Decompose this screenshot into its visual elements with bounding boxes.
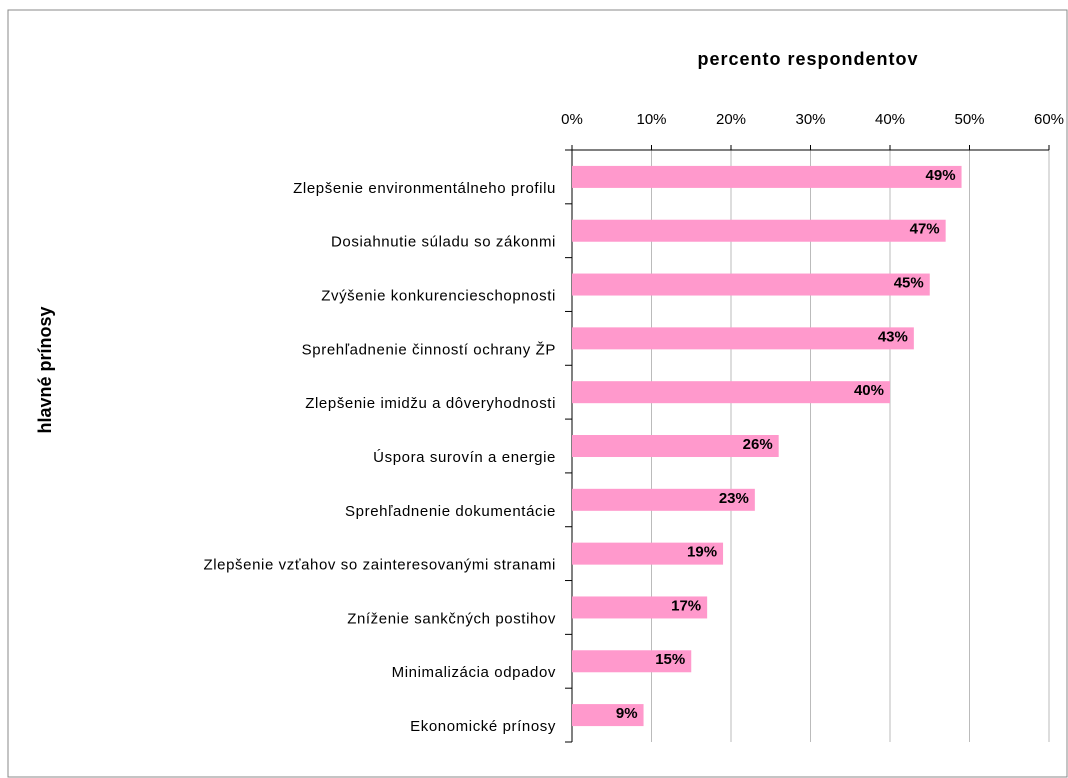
bar — [572, 165, 962, 188]
bar — [572, 542, 724, 565]
y-tick-label: Ekonomické prínosy — [410, 718, 556, 735]
y-tick-label: Sprehľadnenie činností ochrany ŽP — [302, 341, 556, 358]
chart-frame — [7, 9, 1068, 778]
y-tick-label: Zlepšenie vzťahov so zainteresovanými st… — [203, 557, 556, 574]
x-tick-label: 40% — [875, 111, 905, 128]
chart-title: percento respondentov — [697, 49, 918, 69]
data-label: 47% — [910, 221, 940, 238]
y-tick-label: Zvýšenie konkurencieschopnosti — [321, 288, 556, 305]
x-tick-label: 10% — [636, 111, 666, 128]
y-tick-label: Úspora surovín a energie — [373, 449, 556, 466]
x-tick-label: 60% — [1034, 111, 1064, 128]
data-label: 26% — [743, 436, 773, 453]
data-label: 17% — [671, 597, 701, 614]
bar — [572, 381, 890, 404]
y-tick-label: Sprehľadnenie dokumentácie — [345, 503, 556, 520]
y-tick-label: Zlepšenie environmentálneho profilu — [293, 180, 556, 197]
y-tick-label: Zlepšenie imidžu a dôveryhodnosti — [305, 395, 556, 412]
y-tick-label: Dosiahnutie súladu so zákonmi — [331, 234, 556, 251]
x-tick-label: 0% — [561, 111, 583, 128]
y-tick-label: Minimalizácia odpadov — [392, 664, 556, 681]
y-axis-label: hlavné prínosy — [35, 306, 55, 433]
bar — [572, 219, 946, 242]
data-label: 23% — [719, 490, 749, 507]
data-label: 49% — [926, 167, 956, 184]
bar — [572, 596, 708, 619]
bar — [572, 327, 914, 350]
data-label: 9% — [616, 705, 638, 722]
bar — [572, 704, 644, 727]
data-label: 43% — [878, 328, 908, 345]
data-label: 40% — [854, 382, 884, 399]
y-tick-label: Zníženie sankčných postihov — [347, 610, 556, 627]
data-label: 45% — [894, 275, 924, 292]
bar — [572, 488, 755, 511]
bar — [572, 650, 692, 673]
x-tick-label: 30% — [795, 111, 825, 128]
data-label: 19% — [687, 544, 717, 561]
x-tick-label: 20% — [716, 111, 746, 128]
bar — [572, 435, 779, 457]
x-tick-label: 50% — [954, 111, 984, 128]
data-label: 15% — [655, 651, 685, 668]
bar — [572, 273, 930, 296]
